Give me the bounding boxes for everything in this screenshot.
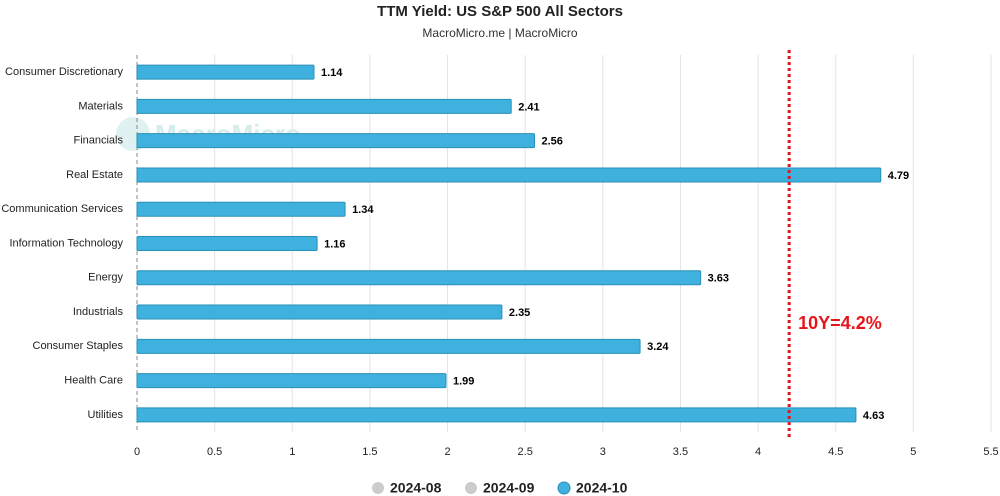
bar [136,133,535,149]
legend-label[interactable]: 2024-10 [576,480,628,496]
value-label: 1.99 [453,375,474,387]
value-label: 4.79 [888,170,909,182]
x-tick-label: 5.5 [983,446,998,458]
value-label: 3.63 [708,273,729,285]
y-tick-label: Utilities [88,409,124,421]
legend-label[interactable]: 2024-09 [483,480,535,496]
chart-subtitle: MacroMicro.me | MacroMicro [422,26,577,40]
legend-marker[interactable] [557,481,571,495]
reference-label: 10Y=4.2% [798,313,882,333]
x-tick-label: 4.5 [828,446,843,458]
value-label: 4.63 [863,410,884,422]
bar [136,64,315,80]
bar [136,270,702,286]
bar [136,236,318,251]
bar [136,98,512,114]
x-tick-label: 3.5 [673,446,688,458]
x-tick-label: 5 [910,446,916,458]
chart-title: TTM Yield: US S&P 500 All Sectors [377,3,623,20]
bar [136,338,641,354]
x-tick-label: 0 [134,446,140,458]
x-tick-label: 2.5 [518,446,533,458]
y-tick-label: Energy [88,272,123,284]
value-label: 1.14 [321,67,343,79]
bar [136,167,882,183]
legend-marker[interactable] [372,482,384,494]
y-tick-label: Communication Services [1,203,123,215]
value-label: 2.35 [509,307,530,319]
bar [136,201,346,217]
y-tick-label: Materials [78,100,123,112]
y-tick-label: Consumer Discretionary [5,66,123,78]
x-tick-label: 4 [755,446,761,458]
legend-label[interactable]: 2024-08 [390,480,442,496]
y-tick-label: Real Estate [66,169,123,181]
value-label: 2.56 [541,136,562,148]
y-tick-label: Consumer Staples [33,340,124,352]
x-tick-label: 1.5 [362,446,377,458]
value-label: 1.16 [324,238,345,250]
x-tick-label: 1 [289,446,295,458]
bar [136,407,857,423]
y-tick-label: Financials [73,135,123,147]
value-label: 2.41 [518,101,539,113]
y-tick-label: Health Care [64,374,123,386]
y-tick-label: Information Technology [9,237,123,249]
y-tick-label: Industrials [73,306,124,318]
x-tick-label: 0.5 [207,446,222,458]
x-tick-label: 2 [444,446,450,458]
legend-marker[interactable] [465,482,477,494]
bar [136,373,447,389]
x-tick-label: 3 [600,446,606,458]
value-label: 1.34 [352,204,374,216]
value-label: 3.24 [647,341,669,353]
bar [136,304,503,320]
